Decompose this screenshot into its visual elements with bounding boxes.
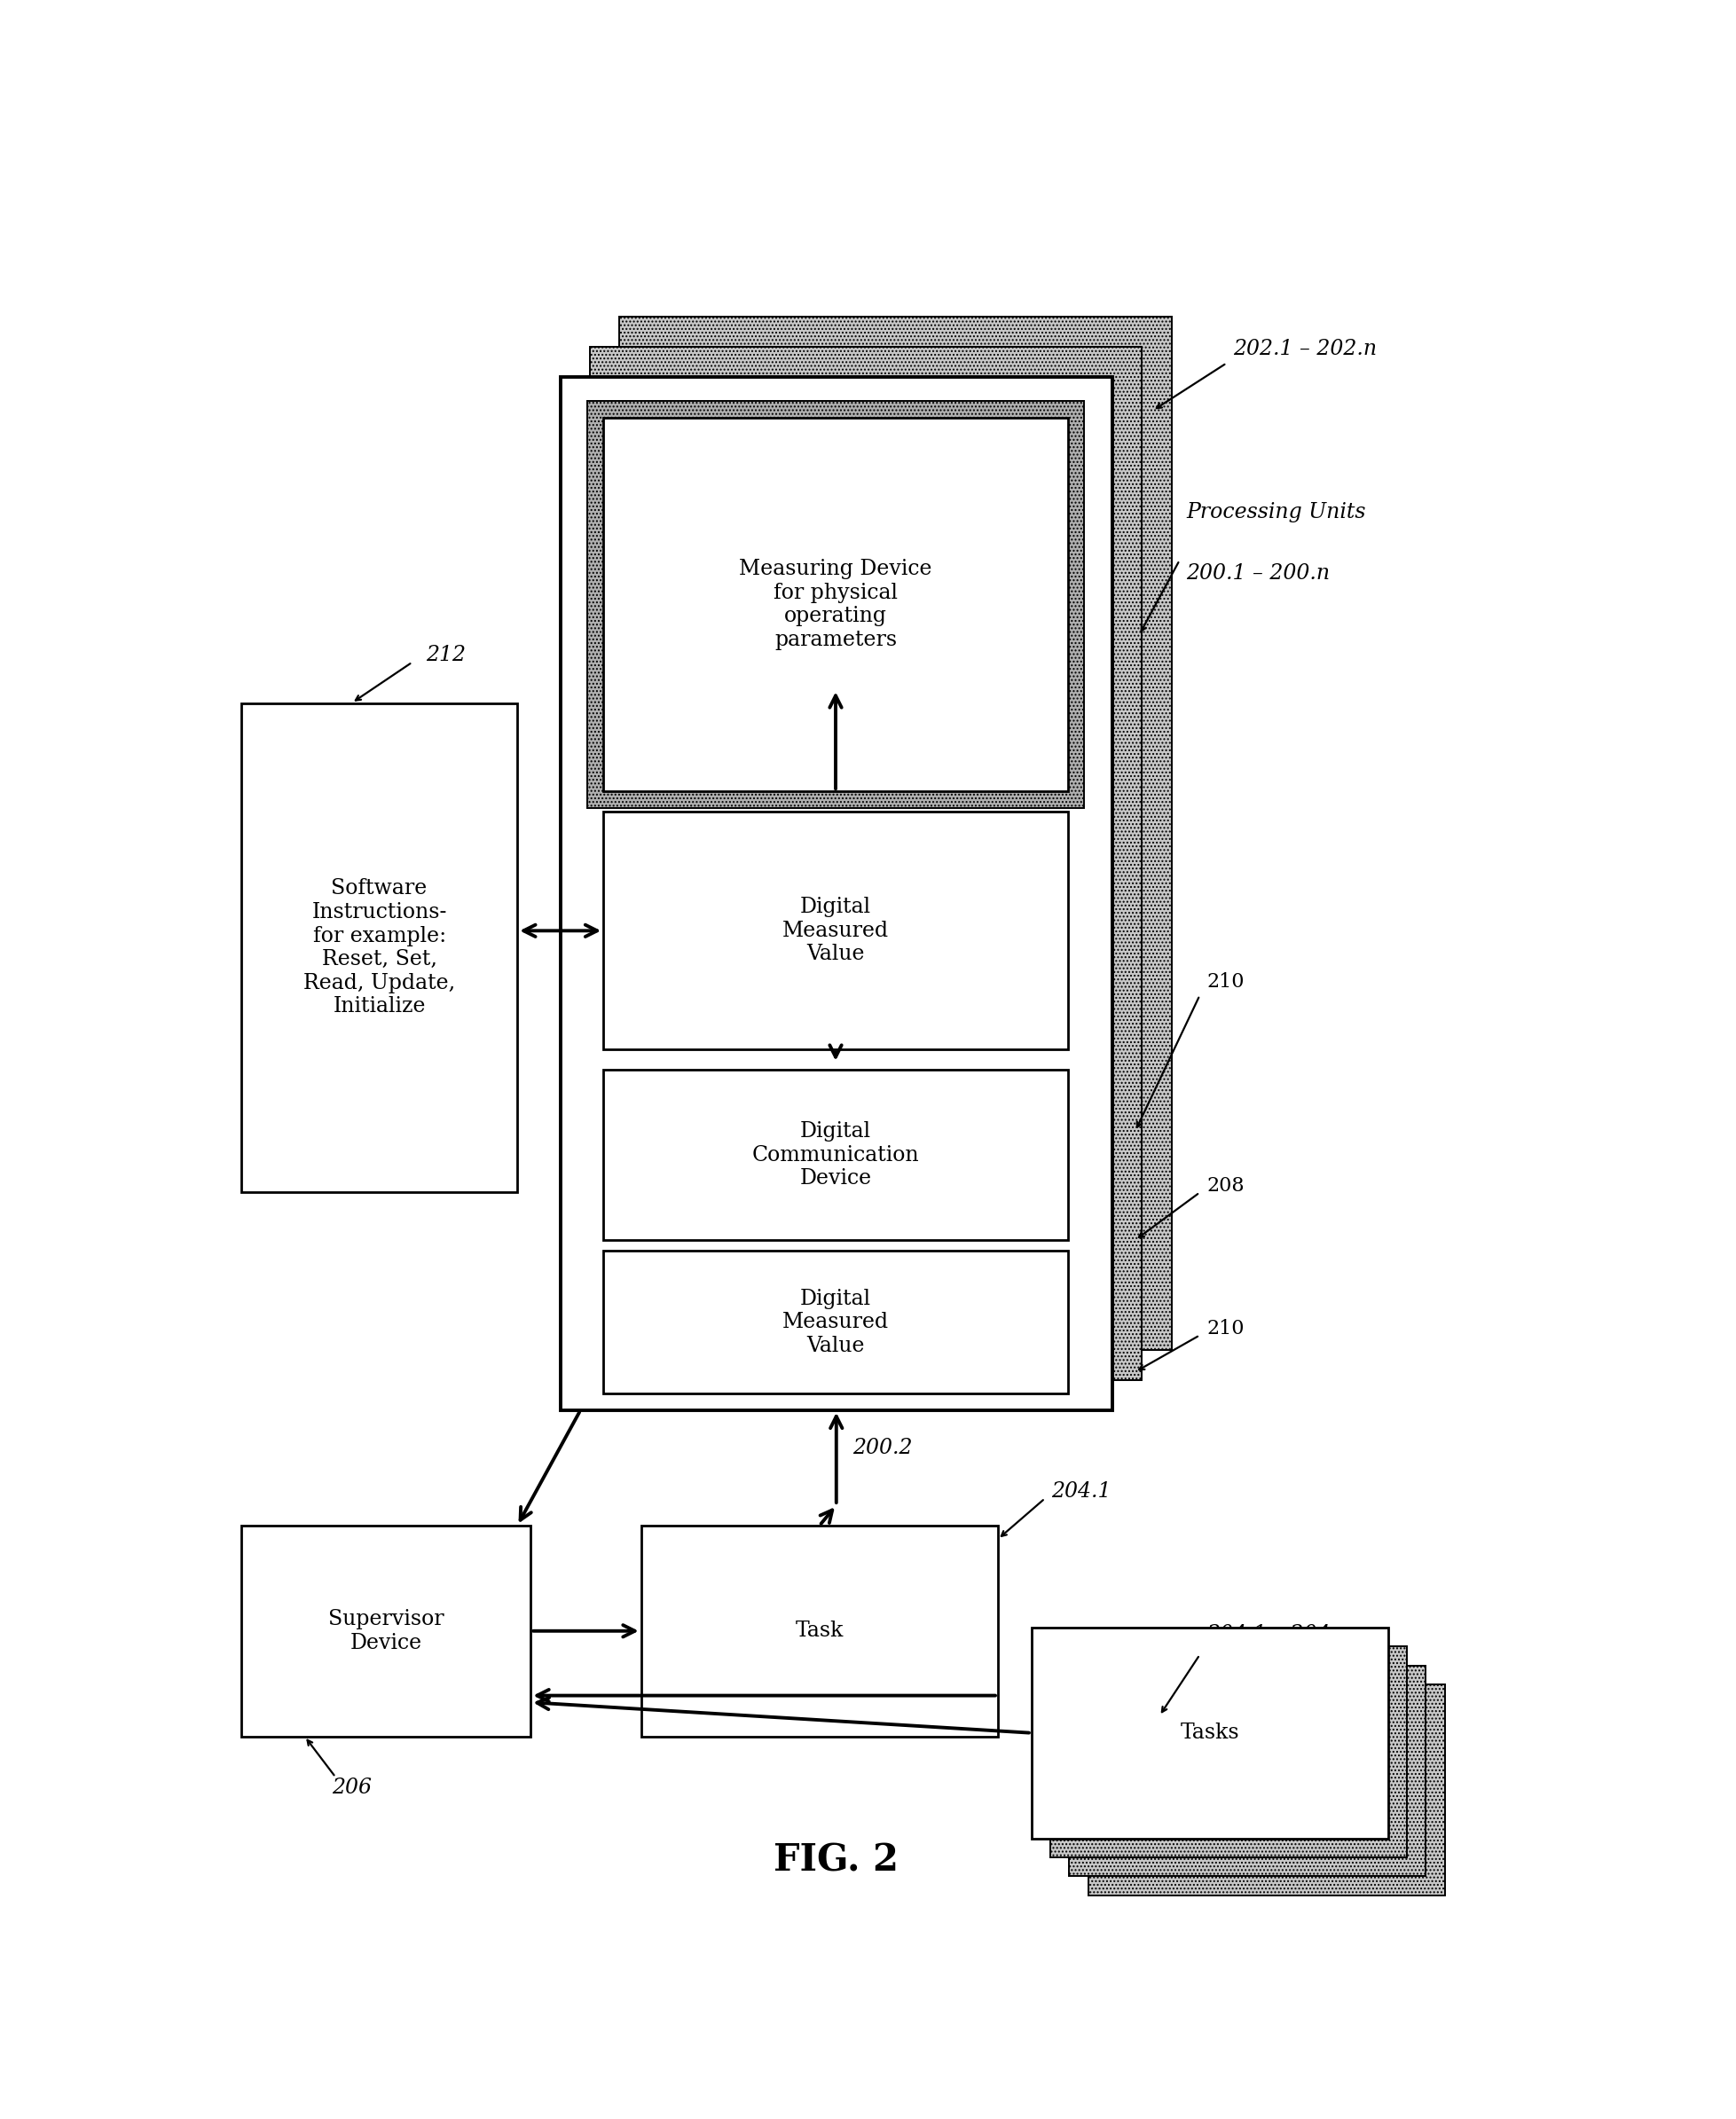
Bar [602,417,1068,790]
Text: Task: Task [795,1621,844,1642]
Bar [1087,1685,1444,1894]
Text: Digital
Measured
Value: Digital Measured Value [781,1288,889,1356]
Text: 210: 210 [1207,1318,1243,1339]
Text: FIG. 2: FIG. 2 [773,1841,899,1880]
Bar [602,812,1068,1049]
Bar [641,1526,996,1735]
Text: 208: 208 [1207,1176,1243,1195]
Text: Tasks: Tasks [1207,1678,1266,1699]
Text: 212: 212 [425,644,465,665]
Text: 200.1 – 200.n: 200.1 – 200.n [1186,564,1330,585]
Bar [587,400,1083,807]
Text: Processing Units: Processing Units [1186,502,1364,523]
Bar [602,1250,1068,1394]
Text: Digital
Communication
Device: Digital Communication Device [752,1121,918,1189]
Bar [620,318,1170,1350]
Text: Tasks: Tasks [1180,1723,1240,1744]
Text: Supervisor
Device: Supervisor Device [328,1608,444,1653]
Bar [241,704,517,1193]
Text: 202.1 – 202.n: 202.1 – 202.n [1233,339,1377,360]
Text: Digital
Measured
Value: Digital Measured Value [781,896,889,964]
Bar [1031,1627,1387,1839]
Bar [561,377,1111,1409]
Text: 200.2: 200.2 [852,1439,911,1458]
Bar [590,348,1141,1379]
Text: Software
Instructions-
for example:
Reset, Set,
Read, Update,
Initialize: Software Instructions- for example: Rese… [304,879,455,1017]
Bar [602,1070,1068,1240]
Text: 210: 210 [1207,973,1243,992]
Bar [241,1526,531,1735]
Text: 204.1: 204.1 [1050,1481,1111,1502]
Bar [1050,1646,1406,1858]
Text: Measuring Device
for physical
operating
parameters: Measuring Device for physical operating … [740,559,932,651]
Text: 206: 206 [332,1778,372,1799]
Bar [1069,1666,1425,1877]
Text: 204.1 – 204.n: 204.1 – 204.n [1207,1623,1349,1644]
